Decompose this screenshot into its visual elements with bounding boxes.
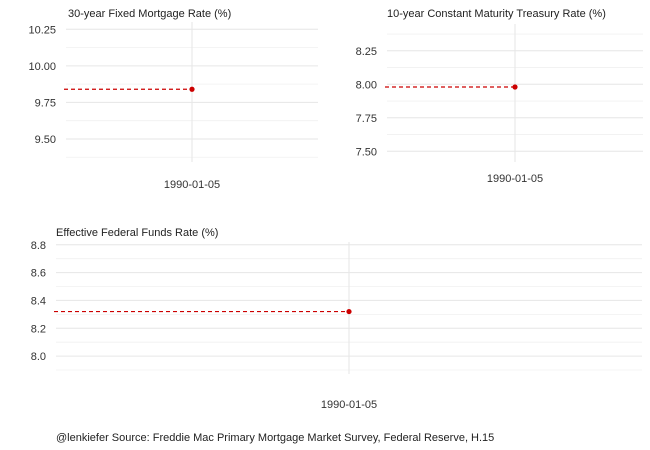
y-tick-label: 7.75 (356, 113, 377, 125)
treasury-rate-plot: 7.50 7.75 8.00 8.25 1990-01-05 (356, 24, 643, 185)
mortgage-rate-panel: 30-year Fixed Mortgage Rate (%) 9.50 9.75… (0, 0, 325, 200)
chart-title: 30-year Fixed Mortgage Rate (%) (68, 8, 232, 20)
y-tick-label: 8.4 (31, 295, 46, 307)
fed-funds-rate-plot: 8.0 8.2 8.4 8.6 8.8 1990-01-05 (31, 240, 642, 411)
mortgage-rate-plot: 9.50 9.75 10.00 10.25 1990-01-05 (28, 22, 318, 191)
y-tick-label: 10.25 (28, 24, 56, 36)
x-tick-label: 1990-01-05 (164, 179, 220, 191)
y-tick-label: 10.00 (28, 61, 56, 73)
data-point (512, 84, 518, 90)
chart-title: Effective Federal Funds Rate (%) (56, 227, 219, 239)
chart-title: 10-year Constant Maturity Treasury Rate … (387, 8, 606, 20)
y-tick-label: 9.75 (35, 97, 56, 109)
fed-funds-rate-panel: Effective Federal Funds Rate (%) 8.0 8.2 8… (0, 220, 650, 420)
y-tick-label: 8.8 (31, 240, 46, 252)
treasury-rate-panel: 10-year Constant Maturity Treasury Rate … (325, 0, 650, 200)
y-tick-label: 7.50 (356, 146, 377, 158)
x-tick-label: 1990-01-05 (321, 399, 377, 411)
data-point (346, 308, 352, 315)
y-tick-label: 9.50 (35, 134, 56, 146)
y-tick-label: 8.25 (356, 46, 377, 58)
source-caption: @lenkiefer Source: Freddie Mac Primary M… (56, 432, 495, 444)
y-tick-label: 8.2 (31, 323, 46, 335)
y-tick-label: 8.00 (356, 79, 377, 91)
y-tick-label: 8.0 (31, 351, 46, 363)
y-tick-label: 8.6 (31, 268, 46, 280)
data-point (189, 86, 195, 92)
x-tick-label: 1990-01-05 (487, 173, 543, 185)
